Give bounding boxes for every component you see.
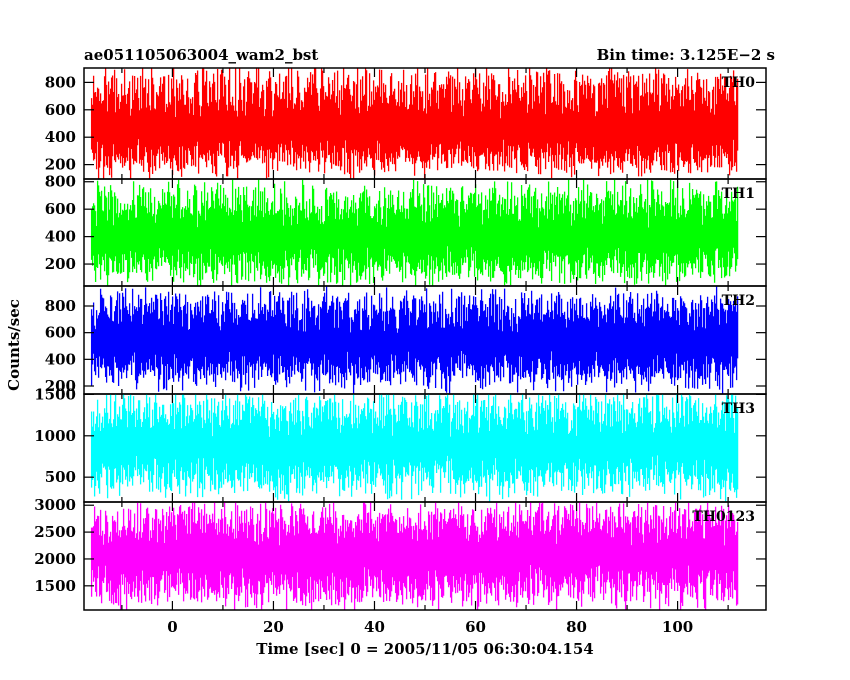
x-tick-label: 80 [566, 618, 587, 636]
x-tick-label: 40 [364, 618, 385, 636]
y-tick-label: 600 [45, 101, 76, 119]
panel-label: TH3 [722, 401, 755, 417]
x-axis-label: Time [sec] 0 = 2005/11/05 06:30:04.154 [256, 640, 593, 658]
series-th0 [90, 68, 739, 179]
y-tick-label: 1000 [34, 427, 76, 445]
panel-th0123: 1500 2000 2500 3000 TH0123 [34, 496, 767, 611]
y-tick-label: 2000 [34, 550, 76, 568]
series-th1 [90, 179, 739, 286]
series-th3 [90, 394, 739, 502]
y-tick-label: 800 [45, 173, 76, 191]
panel-label: TH1 [722, 186, 755, 202]
x-tick-label: 20 [263, 618, 284, 636]
x-tick-label: 100 [662, 618, 693, 636]
y-tick-label: 800 [45, 297, 76, 315]
y-tick-label: 2500 [34, 523, 76, 541]
panel-stack: 200 400 600 800 TH0 200 400 600 800 TH1 200 400 600 8… [34, 67, 767, 611]
panel-label: TH0 [722, 75, 756, 91]
y-tick-label: 400 [45, 128, 76, 146]
y-tick-label: 600 [45, 200, 76, 218]
y-tick-label: 200 [45, 255, 76, 273]
series-th2 [90, 286, 739, 394]
chart-title: ae051105063004_wam2_bst [84, 46, 318, 64]
y-tick-label: 200 [45, 156, 76, 174]
y-tick-label: 1500 [34, 385, 76, 403]
y-tick-label: 500 [45, 468, 76, 486]
y-tick-label: 200 [45, 377, 76, 395]
panel-label: TH2 [722, 293, 755, 309]
series-th0123 [90, 502, 739, 610]
panel-label: TH0123 [692, 509, 755, 525]
x-tick-label: 0 [167, 618, 177, 636]
y-tick-label: 3000 [34, 496, 76, 514]
panel-th0: 200 400 600 800 TH0 [45, 67, 767, 180]
y-tick-label: 400 [45, 350, 76, 368]
bin-time-label: Bin time: 3.125E−2 s [597, 46, 775, 64]
y-tick-label: 1500 [34, 577, 76, 595]
x-axis: 0 20 40 60 80 100 [167, 618, 693, 636]
y-tick-label: 800 [45, 73, 76, 91]
y-axis-label: Counts/sec [5, 299, 23, 391]
x-tick-label: 60 [465, 618, 486, 636]
y-tick-label: 600 [45, 324, 76, 342]
y-tick-label: 400 [45, 228, 76, 246]
